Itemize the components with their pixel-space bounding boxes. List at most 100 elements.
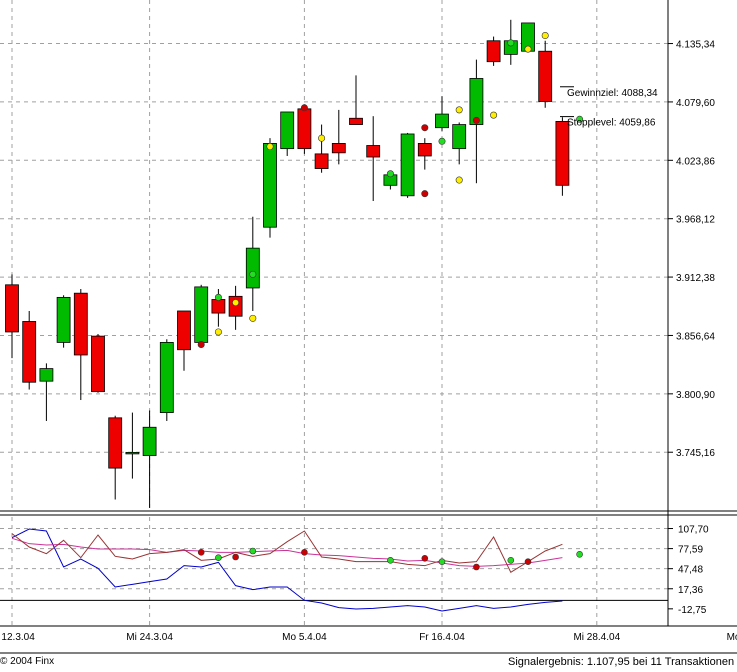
indicator-tick-label: 107,70 (678, 525, 709, 536)
signal-dot-yellow (541, 32, 549, 40)
signal-dot-yellow (266, 143, 274, 151)
date-tick-label: Mo 10.5.04 (727, 632, 737, 643)
signal-dot-green (507, 39, 515, 47)
candle-body-down (314, 153, 329, 169)
indicator-dot-green (215, 554, 222, 561)
indicator-dot-red (524, 558, 532, 565)
indicator-markers (197, 547, 583, 571)
candle (314, 124, 329, 173)
copyright-text: © 2004 Finx (0, 656, 55, 667)
indicator-series-line (11, 537, 563, 567)
level-label: Stopplevel: 4059,86 (567, 118, 656, 129)
price-tick-label: 3.745,16 (676, 448, 715, 459)
candle-body-up (56, 296, 71, 343)
indicator-grid (0, 517, 668, 626)
price-tick-label: 4.135,34 (676, 40, 715, 51)
candle (521, 22, 535, 52)
indicator-tick-label: 17,36 (678, 585, 703, 596)
signal-dot-red (197, 341, 205, 349)
indicator-lines (11, 528, 563, 612)
panel-frames (0, 0, 737, 654)
candle-body-up (263, 143, 277, 228)
indicator-dot-red (232, 553, 239, 561)
indicator-tick-label: -12,75 (678, 605, 707, 616)
candle (5, 274, 19, 359)
signal-dot-red (300, 104, 308, 112)
candle-body-down (349, 117, 363, 125)
candle-body-up (142, 426, 157, 456)
price-tick-label: 3.968,12 (676, 215, 715, 226)
signal-dot-green (438, 137, 446, 145)
candle-body-down (555, 121, 570, 186)
candle-body-down (211, 299, 226, 314)
signal-summary: Signalergebnis: 1.107,95 bei 11 Transakt… (508, 656, 735, 668)
candle-body-down (5, 284, 19, 333)
signal-dot-green (249, 270, 257, 278)
date-tick-label: Fr 16.4.04 (419, 632, 465, 643)
signal-dot-yellow (249, 314, 257, 322)
candle (39, 363, 54, 421)
date-tick-label: Mo 5.4.04 (282, 632, 327, 643)
signal-dot-yellow (455, 106, 463, 114)
level-label: Gewinnziel: 4088,34 (567, 88, 658, 99)
candle-body-up (245, 247, 260, 289)
candle (245, 216, 260, 311)
candle (331, 109, 346, 165)
candle (91, 334, 105, 393)
candle-body-down (331, 143, 346, 154)
candle (555, 117, 570, 196)
candle-body-down (297, 108, 312, 150)
signal-dot-yellow (490, 111, 498, 119)
level-annotations: Gewinnziel: 4088,34 Stopplevel: 4059,86 (560, 86, 658, 129)
candle (194, 284, 209, 348)
signal-dot-red (421, 190, 429, 198)
signal-dot-yellow (455, 176, 463, 184)
candle (366, 116, 381, 202)
indicator-tick-label: 77,59 (678, 545, 703, 556)
signal-dot-yellow (524, 45, 532, 53)
candle-body-down (91, 335, 105, 393)
indicator-dot-red (301, 549, 308, 556)
candle (486, 36, 501, 66)
signal-dot-green (214, 293, 222, 301)
price-axis: 4.135,34 4.079,60 4.023,86 3.968,12 3.912,38… (668, 40, 715, 459)
candle (297, 107, 312, 154)
candle-body-down (538, 50, 553, 102)
candle (263, 138, 277, 238)
candle-body-up (469, 78, 484, 125)
candle (400, 132, 415, 198)
candle-body-down (73, 292, 88, 356)
indicator-dot-red (421, 555, 429, 562)
candle-body-up (400, 133, 415, 197)
candle-body-down (366, 145, 381, 158)
candle (349, 75, 363, 125)
date-tick-label: Mi 24.3.04 (126, 632, 173, 643)
candle (228, 285, 243, 330)
candle-body-up (280, 111, 295, 150)
indicator-dot-red (473, 563, 480, 571)
candle (177, 310, 191, 371)
candle-body-down (228, 295, 243, 317)
price-tick-label: 3.800,90 (676, 390, 715, 401)
date-axis: Fr 12.3.04 Mi 24.3.04 Mo 5.4.04 Fr 16.4.04 M… (0, 632, 737, 643)
candle-body-up (125, 451, 140, 455)
signal-dot-green (576, 115, 584, 123)
signal-dot-yellow (232, 299, 240, 307)
price-tick-label: 4.023,86 (676, 156, 715, 167)
indicator-series-line (11, 528, 563, 612)
indicator-dot-green (438, 558, 446, 565)
candle (159, 339, 174, 421)
indicator-tick-label: 47,48 (678, 565, 703, 576)
candle-body-down (417, 143, 432, 157)
candle-body-down (22, 321, 37, 383)
candle-body-down (108, 417, 123, 469)
candle (22, 310, 37, 390)
date-tick-label: Fr 12.3.04 (0, 632, 35, 643)
candle (538, 40, 553, 108)
indicator-dot-red (197, 549, 205, 556)
candle-body-up (194, 286, 209, 343)
candle (280, 111, 295, 156)
candle-body-down (177, 310, 191, 351)
price-tick-label: 4.079,60 (676, 98, 715, 109)
signal-dot-green (386, 170, 394, 178)
